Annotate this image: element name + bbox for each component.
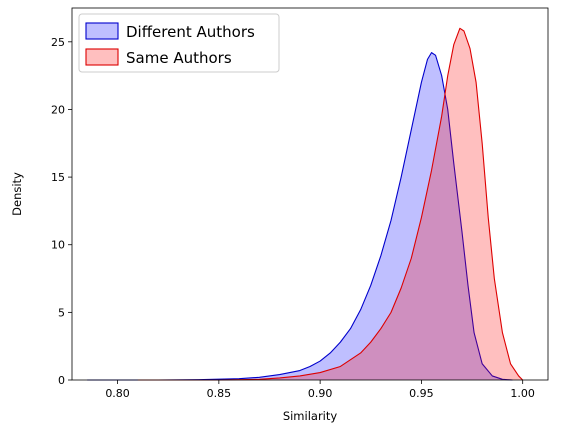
y-tick-label: 5: [58, 306, 65, 319]
x-tick-label: 0.90: [308, 387, 333, 400]
legend: Different Authors Same Authors: [78, 13, 280, 73]
y-tick-label: 10: [51, 239, 65, 252]
x-tick-label: 0.80: [105, 387, 130, 400]
x-axis-title: Similarity: [283, 409, 338, 423]
y-axis: 0 5 10 15 20 25: [51, 36, 72, 387]
series-1-line: [137, 27, 524, 381]
x-axis: 0.80 0.85 0.90 0.95 1.00: [105, 380, 535, 400]
legend-swatch: [85, 48, 119, 66]
x-tick-label: 0.95: [409, 387, 434, 400]
series-layer: [87, 27, 524, 381]
series-1-area: [137, 28, 523, 380]
y-tick-label: 15: [51, 171, 65, 184]
x-tick-label: 1.00: [510, 387, 535, 400]
legend-swatch: [85, 22, 119, 40]
y-tick-label: 20: [51, 103, 65, 116]
legend-label: Same Authors: [126, 49, 232, 67]
series-0-line: [87, 52, 513, 381]
series-0-area: [87, 52, 513, 380]
legend-box: [78, 13, 280, 73]
x-tick-label: 0.85: [207, 387, 232, 400]
plot-frame: [71, 7, 549, 381]
legend-entry: Different Authors: [85, 22, 255, 41]
legend-entry: Same Authors: [85, 48, 232, 67]
y-tick-label: 0: [58, 374, 65, 387]
legend-items: Different Authors Same Authors: [85, 22, 255, 67]
legend-label: Different Authors: [126, 23, 255, 41]
y-axis-title: Density: [10, 172, 24, 216]
y-tick-label: 25: [51, 36, 65, 49]
